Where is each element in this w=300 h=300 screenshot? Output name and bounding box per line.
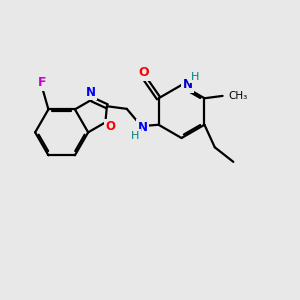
Text: N: N <box>138 121 148 134</box>
Text: N: N <box>86 85 96 99</box>
Text: H: H <box>131 130 139 140</box>
Text: CH₃: CH₃ <box>229 91 248 101</box>
Text: O: O <box>106 120 116 133</box>
Text: F: F <box>38 76 47 89</box>
Text: H: H <box>190 72 199 82</box>
Text: N: N <box>182 78 192 91</box>
Text: O: O <box>139 66 149 79</box>
